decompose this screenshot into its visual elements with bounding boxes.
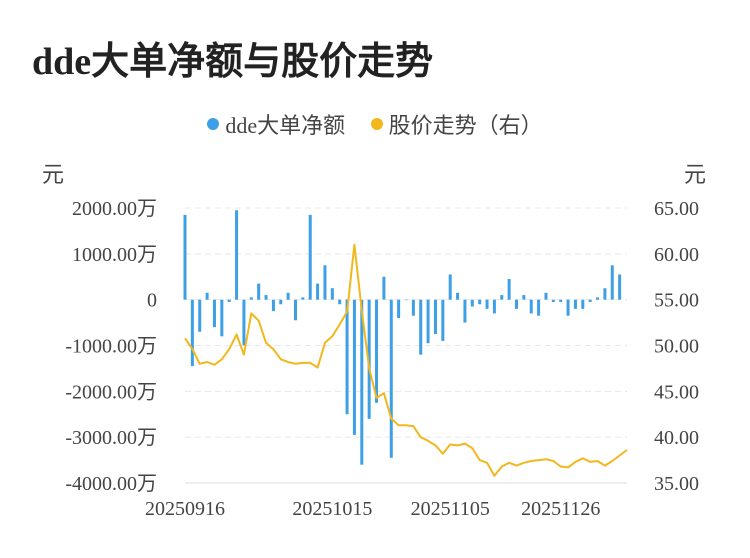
dde-bar <box>433 299 437 335</box>
dde-bar <box>382 276 386 300</box>
x-tick-label: 20251126 <box>521 498 600 520</box>
dde-bar <box>610 265 614 300</box>
dde-bar <box>448 274 452 300</box>
dde-bar <box>603 288 607 300</box>
bars-layer <box>183 210 622 465</box>
ticks-layer: 2000.00万 1000.00万 0 -1000.00万 -2000.00万 -3000… <box>65 198 699 520</box>
dde-bar <box>596 297 600 300</box>
grid-layer <box>185 207 627 484</box>
dde-bar <box>507 279 511 300</box>
dde-bar <box>485 299 489 309</box>
left-tick-label: -2000.00万 <box>65 381 157 403</box>
dde-bar <box>441 299 445 341</box>
dde-bar <box>419 299 423 355</box>
dde-bar <box>198 299 202 332</box>
dde-bar <box>411 299 415 316</box>
dde-bar <box>249 297 253 300</box>
dde-bar <box>500 295 504 300</box>
dde-bar <box>581 299 585 309</box>
dde-bar <box>537 299 541 316</box>
right-tick-label: 55.00 <box>654 290 699 312</box>
legend-label-price: 股价走势（右） <box>388 113 543 138</box>
legend-dot-dde <box>207 118 220 130</box>
dde-bar <box>212 299 216 328</box>
dde-bar <box>375 299 379 403</box>
dde-bar <box>389 299 393 458</box>
dde-bar <box>271 299 275 312</box>
dde-bar <box>264 295 268 300</box>
dde-bar <box>345 299 349 415</box>
dde-bar <box>360 299 364 465</box>
dde-bar <box>279 299 283 305</box>
dde-bar <box>492 299 496 314</box>
legend-item-price[interactable]: 股价走势（右） <box>370 108 543 140</box>
dde-bar <box>190 299 194 367</box>
left-tick-label: -1000.00万 <box>65 336 157 358</box>
right-axis-unit: 元 <box>684 162 707 187</box>
dde-bar <box>257 283 261 300</box>
left-tick-label: -3000.00万 <box>65 427 157 449</box>
dde-bar <box>338 299 342 305</box>
legend-label-dde: dde大单净额 <box>225 113 346 138</box>
right-tick-label: 60.00 <box>654 244 699 266</box>
legend-dot-price <box>370 118 383 130</box>
dde-bar <box>478 299 482 305</box>
left-tick-label: 2000.00万 <box>72 198 157 220</box>
legend-item-dde[interactable]: dde大单净额 <box>207 108 345 140</box>
dde-bar <box>551 299 555 302</box>
line-layer <box>184 243 628 477</box>
dde-bar <box>522 295 526 300</box>
dde-bar <box>573 299 577 309</box>
dde-bar <box>235 210 239 300</box>
left-tick-label: 0 <box>147 290 157 312</box>
dde-bar <box>227 299 231 302</box>
dde-bar <box>426 299 430 344</box>
dde-bar <box>566 299 570 316</box>
x-tick-label: 20251015 <box>292 498 372 520</box>
dde-bar <box>559 299 563 302</box>
dde-bar <box>205 292 209 300</box>
dde-bar <box>544 292 548 300</box>
price-line <box>184 243 628 477</box>
dde-bar <box>330 288 334 300</box>
dde-bar <box>308 214 312 300</box>
left-axis-unit: 元 <box>42 162 65 187</box>
dde-bar <box>294 299 297 321</box>
x-tick-label: 20251105 <box>411 498 490 520</box>
dde-bar <box>397 299 401 318</box>
x-tick-label: 20250916 <box>145 498 225 520</box>
dde-bar <box>286 292 290 300</box>
dde-bar <box>456 292 460 300</box>
right-tick-label: 45.00 <box>654 381 699 403</box>
dde-bar <box>529 299 533 314</box>
dde-bar <box>323 265 327 300</box>
dde-bar <box>220 299 224 337</box>
dde-bar <box>463 299 467 323</box>
dde-bar <box>301 297 305 300</box>
dde-bar <box>242 299 246 346</box>
chart-legend: dde大单净额 股价走势（右） <box>0 108 750 140</box>
page-title: dde大单净额与股价走势 <box>32 41 434 83</box>
dde-bar <box>588 299 592 302</box>
right-tick-label: 50.00 <box>654 336 699 358</box>
dde-bar <box>352 299 356 435</box>
dde-bar <box>618 274 622 300</box>
dde-bar <box>183 214 187 300</box>
dde-bar <box>515 299 518 309</box>
dde-bar <box>316 283 320 300</box>
dde-bar <box>367 299 371 419</box>
right-tick-label: 40.00 <box>654 427 699 449</box>
right-tick-label: 65.00 <box>654 198 699 220</box>
dde-bar <box>404 299 408 301</box>
dde-bar <box>470 299 474 307</box>
right-tick-label: 35.00 <box>654 473 699 495</box>
left-tick-label: -4000.00万 <box>65 473 157 495</box>
left-tick-label: 1000.00万 <box>72 244 157 266</box>
